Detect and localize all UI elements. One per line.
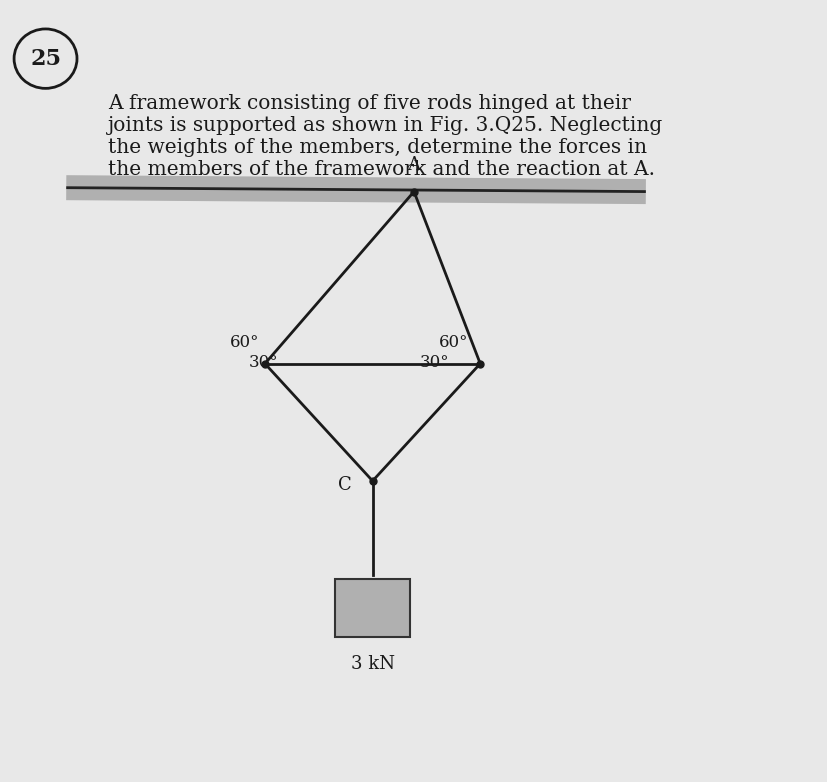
Text: 3 kN: 3 kN xyxy=(350,655,394,673)
Text: 25: 25 xyxy=(30,48,61,70)
Text: 60°: 60° xyxy=(438,334,468,351)
Text: A framework consisting of five rods hinged at their
joints is supported as shown: A framework consisting of five rods hing… xyxy=(108,94,662,179)
Text: 60°: 60° xyxy=(229,334,259,351)
FancyBboxPatch shape xyxy=(335,579,409,637)
Text: C: C xyxy=(337,475,351,494)
Text: 30°: 30° xyxy=(419,353,449,371)
Text: 30°: 30° xyxy=(248,353,278,371)
Text: A: A xyxy=(407,156,420,174)
